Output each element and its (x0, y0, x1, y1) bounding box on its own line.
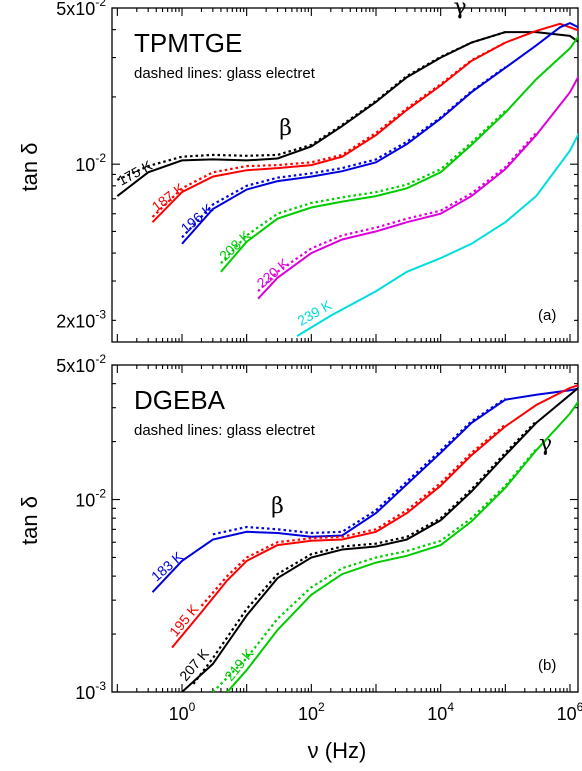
annotation-label: β (271, 494, 284, 519)
panel-tag: (b) (538, 657, 556, 674)
series-220k-electret-line (257, 132, 538, 292)
series-label: 239 K (295, 296, 335, 328)
series-label: 175 K (115, 157, 155, 189)
panel-tag: (a) (538, 307, 556, 324)
y-tick-label: 10-2 (75, 151, 106, 175)
panel-b: 5x10-2 10-2 10-3 tan δ DGEBA dashed lines: gl… (17, 352, 579, 703)
series-207k-electret-line (192, 420, 537, 685)
x-tick-label: 102 (298, 700, 325, 724)
y-tick-label: 5x10-2 (56, 352, 106, 376)
annotation-label: β (279, 116, 292, 141)
panel-subtitle: dashed lines: glass electret (134, 422, 316, 439)
x-tick-label: 106 (557, 700, 582, 724)
series-195k-line (171, 384, 578, 649)
panel-a: 5x10-2 10-2 2x10-3 tan δ TPMTGE dashed lines:… (17, 0, 579, 343)
x-tick-label: 100 (169, 700, 196, 724)
series-207k-line (181, 386, 578, 692)
y-tick-label: 10-2 (75, 487, 106, 511)
series-219k-line (226, 400, 578, 692)
series-196k-line (181, 22, 578, 245)
series-label: 196 K (178, 200, 217, 236)
annotation-label: γ (539, 431, 552, 456)
series-175k-line (116, 31, 578, 197)
plot-frame (111, 364, 579, 693)
panel-title: TPMTGE (134, 28, 242, 58)
series-208k-line (220, 35, 578, 273)
panel-subtitle: dashed lines: glass electret (134, 65, 316, 82)
curves (151, 384, 578, 692)
x-tick-label: 104 (427, 700, 454, 724)
shared-x-axis: 100 102 104 106 ν (Hz) (169, 700, 582, 763)
series-195k-electret-line (200, 423, 507, 607)
panel-title: DGEBA (134, 385, 226, 415)
series-187k-line (151, 22, 578, 223)
annotation-label: γ (454, 0, 467, 20)
plot-frame (111, 7, 579, 343)
series-183k-line (151, 387, 578, 593)
y-axis-title: tan δ (17, 496, 42, 545)
curves (116, 22, 578, 337)
y-tick-label: 10-3 (75, 679, 106, 703)
series-196k-electret-line (181, 66, 506, 239)
y-tick-label: 5x10-2 (56, 0, 106, 19)
series-label: 183 K (148, 548, 187, 585)
series-220k-line (257, 75, 578, 300)
series-183k-electret-line (212, 397, 506, 536)
series-219k-electret-line (212, 448, 538, 692)
x-axis-title: ν (Hz) (308, 738, 367, 763)
series-label: 187 K (149, 179, 188, 214)
series-208k-electret-line (220, 110, 507, 265)
y-axis-title: tan δ (17, 143, 42, 192)
series-label: 208 K (216, 227, 254, 264)
series-239k-line (296, 132, 578, 337)
series-175k-electret-line (116, 31, 506, 181)
series-label: 220 K (254, 255, 293, 291)
y-tick-label: 2x10-3 (56, 307, 106, 331)
